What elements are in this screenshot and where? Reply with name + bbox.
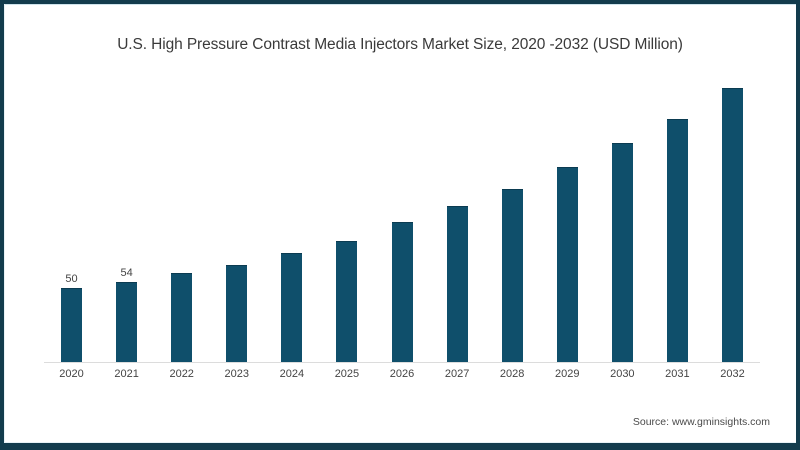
bar-slot bbox=[209, 70, 264, 362]
x-tick-label: 2027 bbox=[444, 368, 470, 380]
frame-inner-hairline-bottom bbox=[4, 442, 796, 443]
bar-slot bbox=[154, 70, 209, 362]
bar bbox=[721, 88, 743, 362]
bar bbox=[226, 265, 248, 362]
x-axis-tick-labels: 2020 2021 2022 2023 2024 2025 2026 2027 2028 2029… bbox=[44, 368, 760, 380]
x-tick-label: 2024 bbox=[279, 368, 305, 380]
bar-slot bbox=[430, 70, 485, 362]
bar-slot bbox=[264, 70, 319, 362]
bar bbox=[281, 253, 303, 362]
x-tick-label: 2032 bbox=[720, 368, 745, 380]
bar-slot bbox=[705, 70, 760, 362]
x-tick-label: 2029 bbox=[555, 368, 580, 380]
bar-slot bbox=[540, 70, 595, 362]
bar bbox=[666, 119, 688, 362]
bar bbox=[446, 206, 468, 362]
bar-slot bbox=[319, 70, 374, 362]
frame-inner-hairline-top bbox=[4, 4, 796, 5]
x-tick-label: 2031 bbox=[665, 368, 690, 380]
frame-border-top bbox=[0, 0, 800, 4]
bar bbox=[611, 143, 633, 362]
frame-border-right bbox=[796, 0, 800, 450]
bar-value-label: 50 bbox=[65, 273, 78, 285]
bar-slot bbox=[485, 70, 540, 362]
x-tick-label: 2021 bbox=[114, 368, 139, 380]
bar bbox=[116, 282, 138, 362]
bar-slot: 54 bbox=[99, 70, 154, 362]
bar bbox=[391, 222, 413, 362]
x-tick-label: 2026 bbox=[389, 368, 415, 380]
x-tick-label: 2025 bbox=[334, 368, 360, 380]
bar bbox=[336, 241, 358, 362]
chart-title: U.S. High Pressure Contrast Media Inject… bbox=[117, 36, 683, 53]
bar bbox=[171, 273, 193, 362]
x-tick-label: 2030 bbox=[610, 368, 635, 380]
bar bbox=[61, 288, 83, 362]
plot-area: 50 54 bbox=[44, 70, 760, 363]
bar bbox=[556, 167, 578, 362]
source-attribution: Source: www.gminsights.com bbox=[632, 416, 770, 428]
bar-slot: 50 bbox=[44, 70, 99, 362]
bar-value-label: 54 bbox=[120, 267, 133, 279]
bar-slot bbox=[595, 70, 650, 362]
bar-series: 50 54 bbox=[44, 70, 760, 362]
x-tick-label: 2022 bbox=[169, 368, 194, 380]
x-tick-label: 2028 bbox=[499, 368, 525, 380]
bar-slot bbox=[650, 70, 705, 362]
frame-inner-hairline-left bbox=[4, 4, 5, 443]
x-axis-baseline bbox=[44, 362, 760, 363]
bar bbox=[501, 189, 523, 362]
frame-border-left bbox=[0, 0, 4, 450]
x-tick-label: 2020 bbox=[59, 368, 84, 380]
frame-border-bottom bbox=[0, 443, 800, 450]
bar-slot bbox=[374, 70, 429, 362]
x-tick-label: 2023 bbox=[224, 368, 250, 380]
